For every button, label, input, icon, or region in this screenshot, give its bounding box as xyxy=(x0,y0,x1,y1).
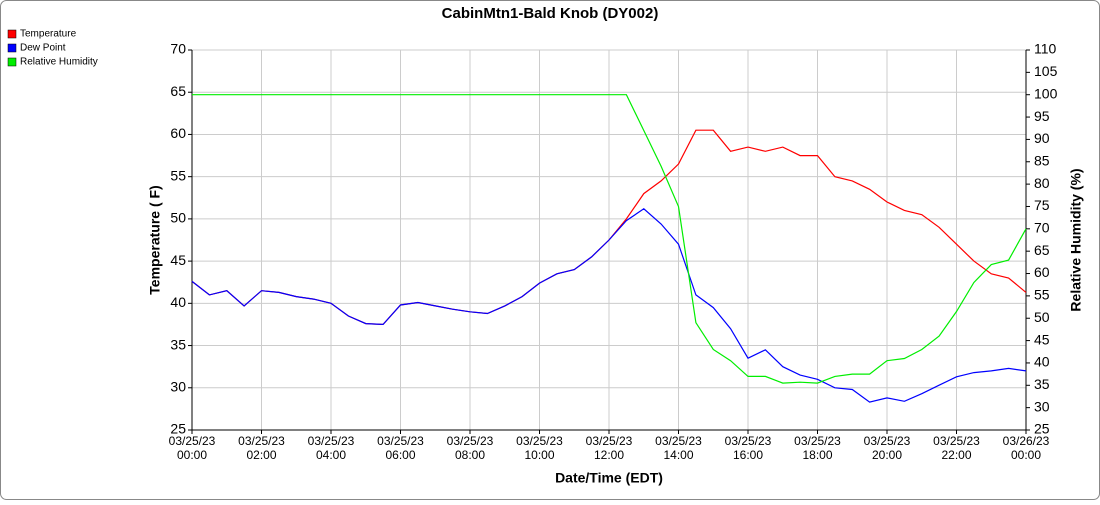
x-tick-label: 03/25/23 22:00 xyxy=(933,434,980,462)
y2-tick-label: 35 xyxy=(1034,376,1050,392)
y2-tick-label: 30 xyxy=(1034,398,1050,414)
data-line xyxy=(191,208,1027,403)
y2-tick-label: 75 xyxy=(1034,197,1050,213)
y-tick-label: 35 xyxy=(170,336,186,352)
y-axis-label: Temperature ( F) xyxy=(147,185,163,294)
y2-tick-label: 105 xyxy=(1034,63,1058,79)
y2-tick-label: 95 xyxy=(1034,108,1050,124)
x-tick-label-line: 03/25/23 xyxy=(586,434,633,448)
data-line xyxy=(192,94,1027,384)
x-tick-label-line: 00:00 xyxy=(177,448,207,462)
y-tick-label: 50 xyxy=(170,210,186,226)
x-tick-label: 03/25/23 00:00 xyxy=(169,434,216,462)
y2-tick-label: 100 xyxy=(1034,85,1058,101)
y2-tick-label: 80 xyxy=(1034,175,1050,191)
x-tick-label-line: 03/26/23 xyxy=(1003,434,1050,448)
y2-tick-label: 110 xyxy=(1034,41,1057,57)
x-tick-label: 03/25/23 20:00 xyxy=(864,434,911,462)
y2-tick-label: 90 xyxy=(1034,130,1050,146)
y-tick-label: 45 xyxy=(170,252,186,268)
x-tick-label: 03/25/23 12:00 xyxy=(586,434,633,462)
y2-tick-label: 85 xyxy=(1034,152,1050,168)
x-tick-label-line: 03/25/23 xyxy=(516,434,563,448)
x-tick-label-line: 10:00 xyxy=(524,448,554,462)
legend-swatch xyxy=(7,57,17,67)
x-tick-label: 03/25/23 02:00 xyxy=(238,434,285,462)
y2-tick-label: 65 xyxy=(1034,242,1050,258)
y2-tick-label: 50 xyxy=(1034,309,1050,325)
legend-label: Temperature xyxy=(20,29,77,40)
x-tick-label-line: 22:00 xyxy=(941,448,971,462)
y2-tick-label: 45 xyxy=(1034,331,1050,347)
x-tick-label: 03/25/23 16:00 xyxy=(725,434,772,462)
y-tick-label: 70 xyxy=(170,41,186,57)
y-tick-label: 65 xyxy=(170,83,186,99)
legend-label: Relative Humidity xyxy=(20,57,98,68)
x-tick-label: 03/25/23 04:00 xyxy=(308,434,355,462)
x-tick-label-line: 03/25/23 xyxy=(725,434,772,448)
x-tick-label-line: 03/25/23 xyxy=(933,434,980,448)
x-tick-label-line: 14:00 xyxy=(663,448,693,462)
x-axis-label: Date/Time (EDT) xyxy=(555,470,663,486)
y-tick-label: 25 xyxy=(170,421,186,437)
x-tick-label-line: 00:00 xyxy=(1011,448,1041,462)
x-tick-label-line: 06:00 xyxy=(385,448,415,462)
chart-title: CabinMtn1-Bald Knob (DY002) xyxy=(442,5,659,22)
x-tick-label-line: 03/25/23 xyxy=(655,434,702,448)
y2-tick-label: 60 xyxy=(1034,264,1050,280)
x-tick-label-line: 03/25/23 xyxy=(864,434,911,448)
x-tick-label-line: 02:00 xyxy=(246,448,276,462)
y2-tick-label: 70 xyxy=(1034,220,1050,236)
y-tick-label: 60 xyxy=(170,125,186,141)
legend-swatch xyxy=(7,29,17,39)
x-tick-label: 03/26/23 00:00 xyxy=(1003,434,1050,462)
y2-tick-label: 55 xyxy=(1034,287,1050,303)
legend-label: Dew Point xyxy=(20,43,66,54)
y-tick-label: 30 xyxy=(170,378,186,394)
x-tick-label-line: 04:00 xyxy=(316,448,346,462)
x-tick-label: 03/25/23 06:00 xyxy=(377,434,424,462)
legend-swatch xyxy=(7,43,17,53)
x-tick-label-line: 16:00 xyxy=(733,448,763,462)
x-tick-label: 03/25/23 18:00 xyxy=(794,434,841,462)
x-tick-label-line: 03/25/23 xyxy=(794,434,841,448)
y2-tick-label: 40 xyxy=(1034,354,1050,370)
x-tick-label-line: 03/25/23 xyxy=(377,434,424,448)
y2-axis-label: Relative Humidity (%) xyxy=(1068,168,1084,311)
x-tick-label-line: 03/25/23 xyxy=(447,434,494,448)
x-tick-label: 03/25/23 14:00 xyxy=(655,434,702,462)
y-tick-label: 55 xyxy=(170,167,186,183)
y2-tick-label: 25 xyxy=(1034,421,1050,437)
y-tick-label: 40 xyxy=(170,294,186,310)
x-tick-label-line: 03/25/23 xyxy=(308,434,355,448)
x-tick-label-line: 18:00 xyxy=(802,448,832,462)
x-tick-label-line: 08:00 xyxy=(455,448,485,462)
x-tick-label-line: 20:00 xyxy=(872,448,902,462)
x-tick-label-line: 03/25/23 xyxy=(238,434,285,448)
x-tick-label-line: 03/25/23 xyxy=(169,434,216,448)
x-tick-label-line: 12:00 xyxy=(594,448,624,462)
x-tick-label: 03/25/23 08:00 xyxy=(447,434,494,462)
x-tick-label: 03/25/23 10:00 xyxy=(516,434,563,462)
